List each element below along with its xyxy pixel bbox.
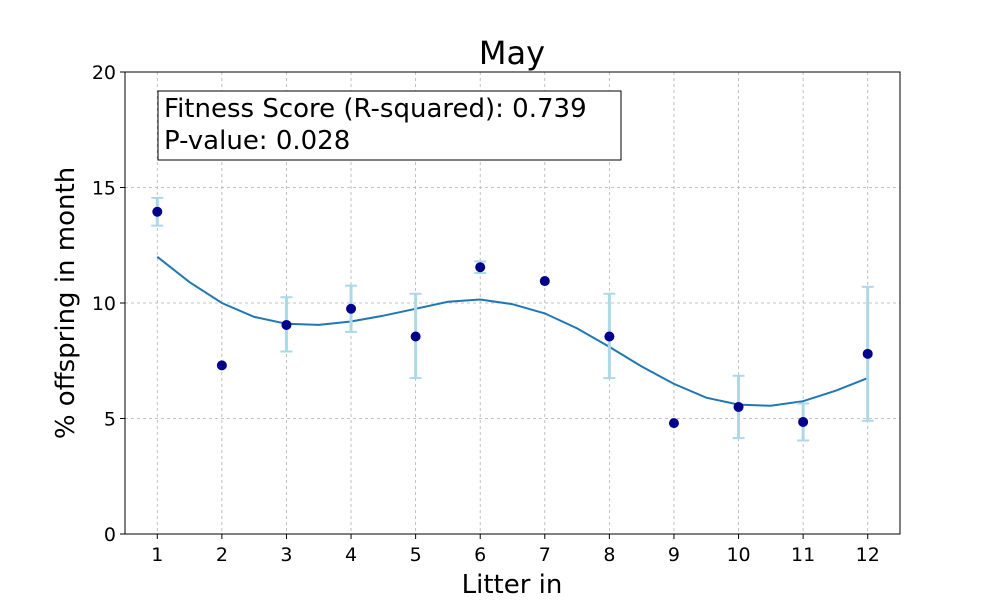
y-tick-label: 10 (92, 293, 116, 315)
y-tick-label: 15 (92, 178, 116, 200)
data-points-layer (152, 206, 873, 429)
data-point (733, 401, 744, 412)
error-bars-layer (151, 196, 874, 442)
y-axis-label: % offspring in month (51, 167, 81, 439)
fit-curve-layer (156, 256, 869, 407)
data-point (668, 418, 679, 429)
data-point (798, 416, 809, 427)
x-tick-label: 10 (726, 544, 750, 566)
x-tick-label: 6 (474, 544, 486, 566)
data-point (281, 319, 292, 330)
x-tick-label: 4 (345, 544, 357, 566)
x-tick-label: 8 (603, 544, 615, 566)
x-axis-label: Litter in (462, 570, 563, 600)
x-tick-label: 3 (280, 544, 292, 566)
x-tick-label: 5 (410, 544, 422, 566)
x-tick-label: 11 (791, 544, 815, 566)
data-point (862, 348, 873, 359)
annotation-p-value: P-value: 0.028 (164, 126, 350, 156)
x-tick-label: 9 (668, 544, 680, 566)
annotation-frame (157, 90, 622, 161)
fit-curve (156, 256, 869, 407)
data-point (604, 331, 615, 342)
chart-title: May (479, 34, 545, 72)
data-point (410, 331, 421, 342)
fit-annotation-box: Fitness Score (R-squared): 0.739 P-value… (157, 90, 622, 161)
x-tick-label: 12 (856, 544, 880, 566)
x-tick-label: 1 (151, 544, 163, 566)
data-point (346, 303, 357, 314)
data-point (216, 360, 227, 371)
x-tick-label: 7 (539, 544, 551, 566)
y-axis-ticks: 0 5 10 15 20 (92, 62, 125, 546)
x-axis-ticks: 1 2 3 4 5 6 7 8 9 10 11 12 (151, 534, 880, 566)
data-point (152, 206, 163, 217)
data-point (475, 262, 486, 273)
y-tick-label: 5 (104, 409, 116, 431)
data-point (539, 276, 550, 287)
annotation-r-squared: Fitness Score (R-squared): 0.739 (164, 94, 587, 124)
x-tick-label: 2 (216, 544, 228, 566)
y-tick-label: 0 (104, 524, 116, 546)
y-tick-label: 20 (92, 62, 116, 84)
